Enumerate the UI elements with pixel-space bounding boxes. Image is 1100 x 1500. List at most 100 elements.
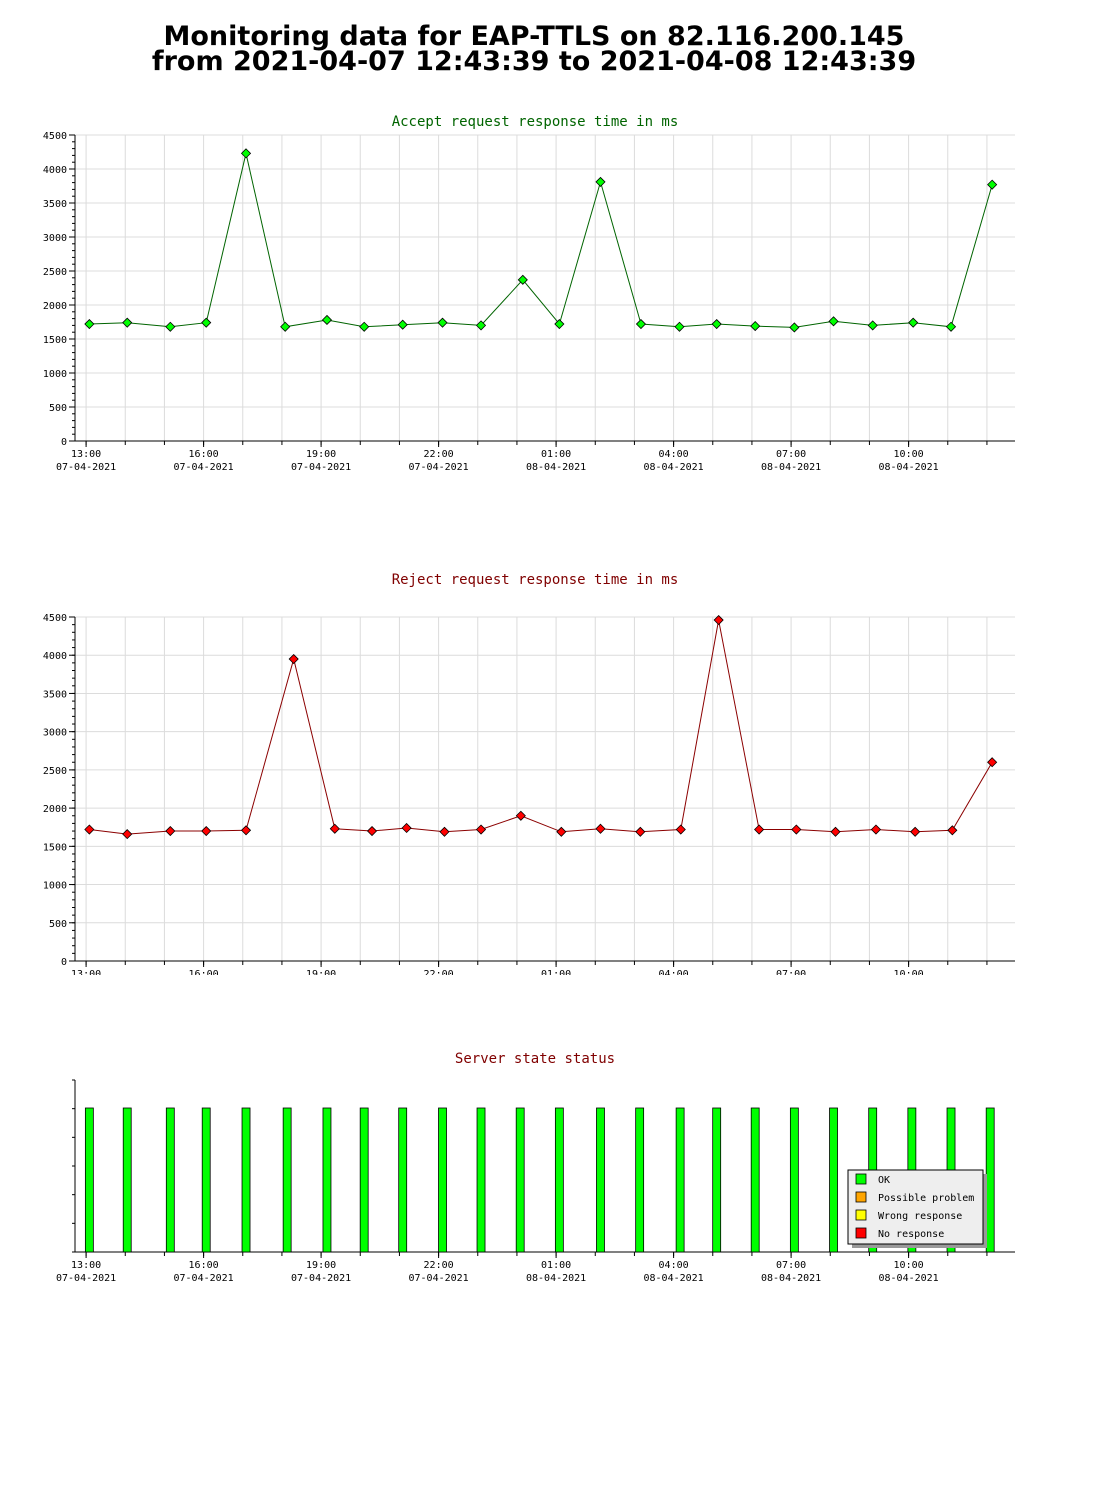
data-point-marker — [401, 822, 412, 834]
y-tick-label: 2000 — [43, 301, 67, 312]
x-tick-label-time: 19:00 — [306, 969, 336, 975]
status-bar — [596, 1107, 605, 1253]
y-tick-label: 2000 — [43, 804, 67, 815]
data-point-marker — [288, 653, 299, 665]
y-tick-label: 3000 — [43, 233, 67, 244]
y-tick-label: 3500 — [43, 199, 67, 210]
data-point-marker — [280, 321, 291, 332]
accept-response-chart: Accept request response time in ms 0 500 10… — [43, 114, 1015, 473]
data-point-marker — [329, 823, 340, 834]
data-point-marker — [791, 824, 802, 835]
x-tick-label-time: 04:00 — [659, 1260, 689, 1271]
legend-label: OK — [878, 1175, 890, 1186]
data-point-marker — [397, 319, 408, 330]
status-bar — [829, 1107, 838, 1253]
legend-label: Possible problem — [878, 1193, 974, 1204]
y-tick-label: 2500 — [43, 267, 67, 278]
data-point-marker — [828, 316, 839, 327]
series-line — [89, 620, 993, 835]
status-bar — [241, 1107, 251, 1253]
y-tick-label: 0 — [61, 437, 67, 448]
data-point-marker — [830, 826, 841, 837]
data-point-marker — [517, 274, 528, 285]
x-tick-label-time: 19:00 — [306, 449, 336, 460]
y-tick-label: 0 — [61, 957, 67, 968]
legend-label: Wrong response — [878, 1211, 962, 1222]
data-point-marker — [910, 826, 921, 837]
x-tick-label-time: 16:00 — [189, 1260, 219, 1271]
x-tick-label-time: 13:00 — [71, 969, 101, 975]
x-tick-label-time: 10:00 — [894, 449, 924, 460]
y-tick-label: 1000 — [43, 881, 67, 892]
status-bar — [515, 1107, 525, 1253]
chart-title: Accept request response time in ms — [392, 114, 679, 130]
x-tick-label-date: 07-04-2021 — [291, 1273, 351, 1284]
data-point-marker — [750, 321, 761, 332]
page-title-line-1: Monitoring data for EAP-TTLS on 82.116.2… — [163, 21, 905, 52]
data-point-marker — [359, 321, 370, 332]
x-tick-label-time: 01:00 — [541, 1260, 571, 1271]
data-point-marker — [987, 179, 998, 190]
x-tick-label-time: 10:00 — [894, 1260, 924, 1271]
data-point-marker — [595, 176, 606, 187]
x-tick-label-time: 13:00 — [71, 1260, 101, 1271]
x-tick-label-date: 07-04-2021 — [408, 1273, 468, 1284]
status-bar — [165, 1107, 175, 1253]
status-bar — [635, 1107, 645, 1253]
x-tick-label-date: 08-04-2021 — [761, 1273, 821, 1284]
y-tick-label: 1500 — [43, 842, 67, 853]
data-point-marker — [908, 317, 919, 328]
x-tick-label-date: 07-04-2021 — [173, 462, 233, 473]
page-title: Monitoring data for EAP-TTLS on 82.116.2… — [0, 21, 1068, 75]
x-tick-label-time: 01:00 — [541, 969, 571, 975]
legend-swatch — [855, 1191, 867, 1203]
x-tick-label-time: 22:00 — [424, 969, 454, 975]
data-point-marker — [321, 314, 333, 326]
x-tick-label-date: 08-04-2021 — [526, 462, 586, 473]
x-tick-label-date: 08-04-2021 — [643, 1273, 703, 1284]
x-tick-label-date: 08-04-2021 — [526, 1273, 586, 1284]
reject-response-chart: Reject request response time in ms 0 500 10… — [43, 572, 1015, 975]
status-bar — [322, 1107, 332, 1253]
data-point-marker — [556, 826, 567, 837]
x-tick-label-time: 04:00 — [659, 449, 689, 460]
data-point-marker — [674, 321, 685, 332]
data-point-marker — [947, 825, 958, 836]
data-point-marker — [675, 824, 686, 835]
x-tick-label-date: 08-04-2021 — [761, 462, 821, 473]
server-status-chart: Server state status 13:00 07-04-2021 16:00 0… — [56, 1051, 1015, 1284]
data-point-marker — [366, 825, 378, 837]
y-tick-label: 4500 — [43, 613, 67, 624]
y-tick-label: 2500 — [43, 766, 67, 777]
chart-title: Server state status — [455, 1051, 615, 1067]
x-tick-label-time: 07:00 — [776, 1260, 806, 1271]
y-tick-label: 1500 — [43, 335, 67, 346]
y-tick-label: 4500 — [43, 131, 67, 142]
data-point-marker — [870, 824, 882, 835]
x-tick-label-time: 01:00 — [541, 449, 571, 460]
status-bar — [84, 1107, 94, 1253]
legend-swatch — [855, 1173, 867, 1185]
data-point-marker — [201, 825, 212, 837]
x-tick-label-time: 07:00 — [776, 969, 806, 975]
x-tick-label-date: 07-04-2021 — [56, 462, 116, 473]
data-point-marker — [437, 317, 448, 328]
x-tick-label-time: 16:00 — [189, 449, 219, 460]
data-point-marker — [84, 824, 95, 835]
data-point-marker — [201, 317, 212, 328]
y-tick-label: 4000 — [43, 165, 67, 176]
x-tick-label-time: 22:00 — [424, 1260, 454, 1271]
x-tick-label-time: 13:00 — [71, 449, 101, 460]
data-point-marker — [713, 614, 724, 626]
x-tick-label-date: 08-04-2021 — [643, 462, 703, 473]
status-bar — [554, 1107, 564, 1253]
status-bar — [712, 1107, 722, 1253]
status-bar — [438, 1107, 447, 1253]
status-bar — [750, 1107, 760, 1253]
y-tick-label: 500 — [49, 919, 67, 930]
data-point-marker — [754, 824, 765, 835]
data-point-marker — [240, 825, 252, 836]
status-bar — [789, 1107, 799, 1253]
x-tick-label-time: 22:00 — [424, 449, 454, 460]
x-tick-label-time: 16:00 — [189, 969, 219, 975]
